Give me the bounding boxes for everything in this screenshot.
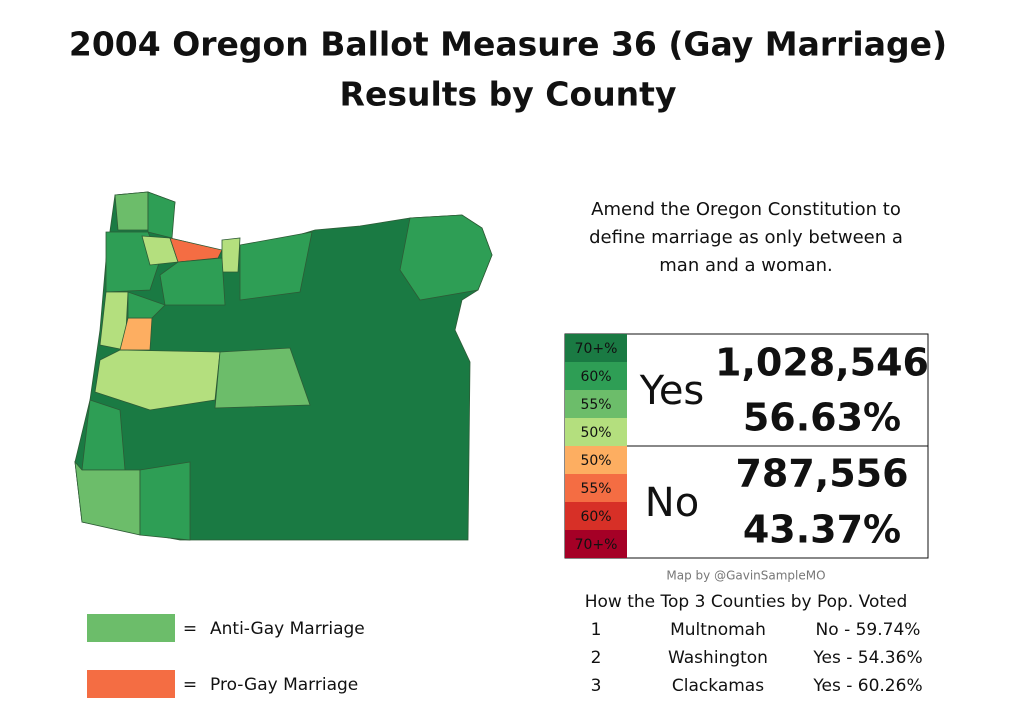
table-cell: 1 <box>591 620 602 640</box>
legend-label: Pro-Gay Marriage <box>210 675 358 695</box>
description-line: define marriage as only between a <box>589 227 903 248</box>
result-votes: 1,028,546 <box>715 341 929 385</box>
title-line: Results by County <box>340 75 677 114</box>
scale-label: 55% <box>580 481 611 497</box>
scale-cell <box>565 474 627 502</box>
color-scale: 70+% 60% 55% 50% 50% 55% 60% 70+% <box>565 334 627 558</box>
table-cell: Washington <box>668 648 768 668</box>
scale-label: 70+% <box>575 341 618 357</box>
county <box>127 291 166 319</box>
description-line: Amend the Oregon Constitution to <box>591 199 901 220</box>
table-cell: Yes - 60.26% <box>812 676 922 696</box>
scale-label: 50% <box>580 453 611 469</box>
legend: = Anti-Gay Marriage = Pro-Gay Marriage <box>87 614 365 698</box>
table-cell: Clackamas <box>672 676 764 696</box>
county <box>214 347 311 409</box>
county <box>147 191 176 239</box>
county <box>221 237 241 273</box>
table-cell: Yes - 54.36% <box>812 648 922 668</box>
county <box>239 231 313 301</box>
table-cell: 3 <box>591 676 602 696</box>
scale-label: 50% <box>580 425 611 441</box>
top-counties: 1 Multnomah No - 59.74% 2 Washington Yes - 54… <box>591 620 923 696</box>
title-line: 2004 Oregon Ballot Measure 36 (Gay Marri… <box>69 25 947 64</box>
result-votes: 787,556 <box>735 452 908 496</box>
scale-cell <box>565 502 627 530</box>
scale-cell <box>565 446 627 474</box>
county <box>399 214 493 301</box>
scale-cell <box>565 334 627 362</box>
scale-label: 60% <box>580 369 611 385</box>
legend-swatch <box>87 670 175 698</box>
legend-separator: = <box>183 675 197 695</box>
top-counties-heading: How the Top 3 Counties by Pop. Voted <box>585 592 908 612</box>
county <box>74 460 141 536</box>
scale-label: 60% <box>580 509 611 525</box>
county <box>139 461 191 541</box>
scale-label: 70+% <box>575 537 618 553</box>
result-label: No <box>645 480 699 526</box>
scale-cell <box>565 390 627 418</box>
scale-cell <box>565 530 627 558</box>
result-percent: 43.37% <box>743 508 901 552</box>
description-line: man and a woman. <box>659 255 832 276</box>
credit: Map by @GavinSampleMO <box>666 569 825 583</box>
scale-label: 55% <box>580 397 611 413</box>
legend-label: Anti-Gay Marriage <box>210 619 365 639</box>
legend-separator: = <box>183 619 197 639</box>
county <box>159 257 226 306</box>
oregon-map <box>74 191 493 541</box>
county <box>114 191 149 231</box>
county <box>81 399 126 471</box>
legend-swatch <box>87 614 175 642</box>
table-cell: No - 59.74% <box>816 620 921 640</box>
table-cell: Multnomah <box>670 620 766 640</box>
scale-cell <box>565 418 627 446</box>
result-percent: 56.63% <box>743 396 901 440</box>
table-cell: 2 <box>591 648 602 668</box>
result-label: Yes <box>639 368 705 414</box>
scale-cell <box>565 362 627 390</box>
